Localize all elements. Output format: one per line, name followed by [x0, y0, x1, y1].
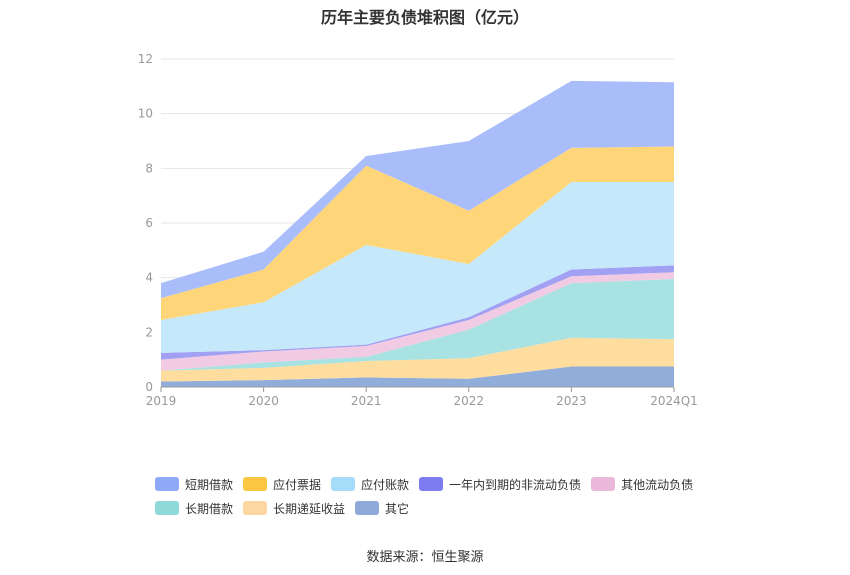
- y-tick-label: 10: [138, 107, 153, 121]
- area-series-应付账款: [161, 182, 674, 353]
- legend-swatch: [591, 477, 616, 491]
- legend-item-short-term-loans[interactable]: 短期借款: [155, 476, 233, 493]
- legend-row-1: 短期借款 应付票据 应付账款 一年内到期的非流动负债 其他流动负债: [155, 472, 715, 496]
- y-tick-label: 2: [145, 325, 153, 339]
- legend-swatch: [243, 501, 268, 515]
- legend-item-long-term-loans[interactable]: 长期借款: [155, 500, 233, 517]
- area-series-应付票据: [161, 146, 674, 321]
- legend-swatch: [419, 477, 444, 491]
- y-tick-label: 8: [145, 161, 153, 175]
- y-tick-label: 0: [145, 380, 153, 394]
- legend-row-2: 长期借款 长期递延收益 其它: [155, 496, 715, 520]
- legend-swatch: [155, 501, 179, 515]
- legend-swatch: [331, 477, 356, 491]
- legend-label: 长期递延收益: [273, 501, 346, 516]
- legend-item-others[interactable]: 其它: [355, 500, 409, 517]
- legend-label: 其他流动负债: [621, 477, 694, 492]
- legend-label: 短期借款: [185, 477, 234, 492]
- chart-title: 历年主要负债堆积图（亿元）: [320, 8, 529, 27]
- area-series-其它: [161, 366, 674, 387]
- area-series-短期借款: [161, 80, 674, 299]
- x-tick-label: 2024Q1: [650, 394, 698, 408]
- stacked-area-chart: 0 2 4 6 8 10 12 2019 2020 2021 2022 2023 2024Q1: [138, 52, 698, 408]
- x-tick-label: 2019: [146, 394, 177, 408]
- y-tick-label: 6: [145, 216, 153, 230]
- legend-label: 应付账款: [361, 477, 410, 492]
- area-series-其他流动负债: [161, 272, 674, 371]
- legend-swatch: [155, 477, 179, 491]
- area-series-长期借款: [161, 279, 674, 371]
- x-tick-label: 2021: [351, 394, 382, 408]
- legend-item-other-current-liabilities[interactable]: 其他流动负债: [591, 476, 693, 493]
- legend-label: 一年内到期的非流动负债: [449, 477, 582, 492]
- legend-label: 其它: [385, 501, 410, 516]
- x-tick-label: 2023: [556, 394, 587, 408]
- chart-legend: 短期借款 应付票据 应付账款 一年内到期的非流动负债 其他流动负债 长期借款 长…: [155, 472, 715, 520]
- legend-label: 长期借款: [185, 501, 234, 516]
- legend-item-deferred-income[interactable]: 长期递延收益: [243, 500, 345, 517]
- legend-swatch: [355, 501, 380, 515]
- x-tick-label: 2022: [454, 394, 485, 408]
- legend-label: 应付票据: [273, 477, 322, 492]
- y-tick-label: 12: [138, 52, 153, 66]
- data-source: 数据来源：恒生聚源: [366, 550, 484, 565]
- legend-item-notes-payable[interactable]: 应付票据: [243, 476, 321, 493]
- legend-item-accounts-payable[interactable]: 应付账款: [331, 476, 409, 493]
- x-tick-label: 2020: [248, 394, 279, 408]
- legend-swatch: [243, 477, 268, 491]
- y-tick-label: 4: [145, 271, 153, 285]
- legend-item-current-portion-noncurrent[interactable]: 一年内到期的非流动负债: [419, 476, 581, 493]
